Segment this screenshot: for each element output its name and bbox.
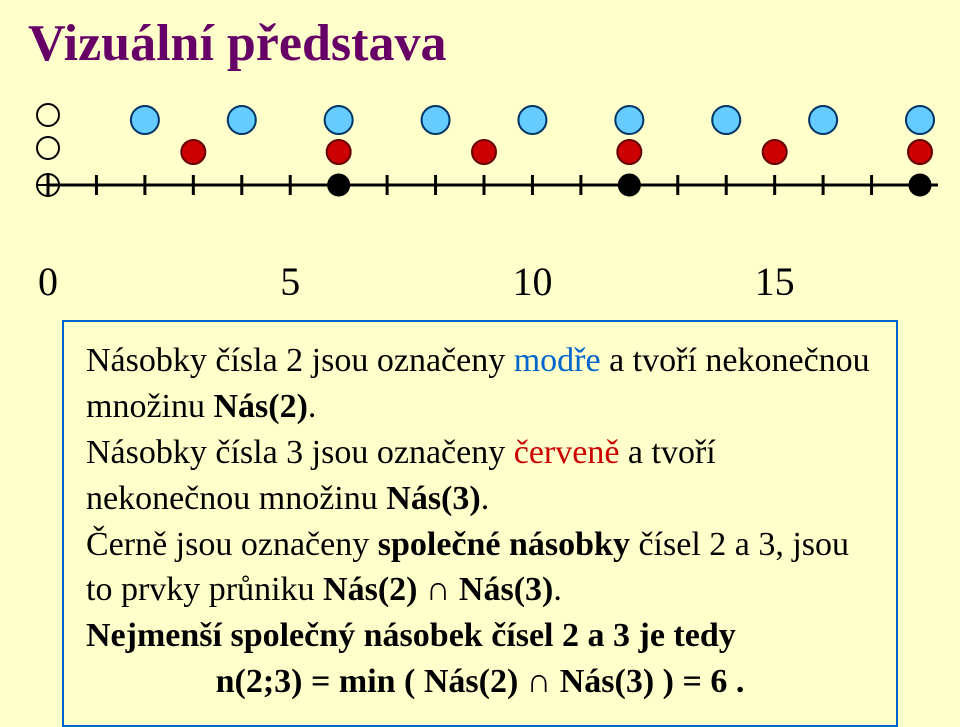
t5a: n(2;3) = min ( Nás(2) ∩ Nás(3) ) = 6 . [216,663,745,700]
t2e: . [481,480,490,517]
number-line-labels: 0 5 10 15 [28,258,940,308]
line-3: Černě jsou označeny společné násobky čís… [86,522,874,614]
number-line-diagram [28,90,940,250]
t1b-blue: modře [514,342,601,379]
t1e: . [308,388,317,425]
t3b: společné násobky [378,526,630,563]
line-1: Násobky čísla 2 jsou označeny modře a tv… [86,338,874,430]
t1a: Násobky čísla 2 jsou označeny [86,342,514,379]
slide-title: Vizuální představa [28,14,446,73]
tick-label: 5 [280,258,300,305]
t2d: Nás(3) [386,480,480,517]
t4a: Nejmenší společný násobek čísel 2 a 3 je… [86,617,736,654]
line-5: n(2;3) = min ( Nás(2) ∩ Nás(3) ) = 6 . [86,659,874,705]
t3d: Nás(2) ∩ Nás(3) [323,571,553,608]
t2a: Násobky čísla 3 jsou označeny [86,434,514,471]
t3e: . [553,571,562,608]
t1d: Nás(2) [213,388,307,425]
t3a: Černě jsou označeny [86,526,378,563]
tick-label: 15 [755,258,795,305]
t2b-red: červeně [514,434,620,471]
number-line-svg [28,90,940,250]
line-2: Násobky čísla 3 jsou označeny červeně a … [86,430,874,522]
explanation-box: Násobky čísla 2 jsou označeny modře a tv… [62,320,898,727]
tick-label: 10 [512,258,552,305]
line-4: Nejmenší společný násobek čísel 2 a 3 je… [86,613,874,659]
tick-label: 0 [38,258,58,305]
